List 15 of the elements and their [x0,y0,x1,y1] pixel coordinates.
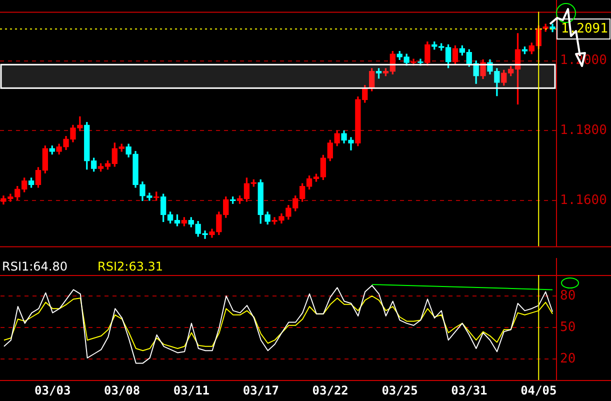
x-tick-label: 03/25 [382,383,418,398]
y-tick-label: 80 [560,288,576,304]
series-label: RSI1:64.80 [2,260,68,274]
x-tick-label: 03/03 [34,383,71,398]
y-tick-label: 1.1600 [560,193,607,208]
y-tick-label: 20 [560,351,576,366]
y-tick-label: 1.1800 [560,123,607,138]
x-tick-label: 03/08 [104,383,140,398]
x-tick-label: 03/22 [312,383,348,398]
y-tick-label: 50 [560,320,576,335]
x-tick-label: 04/05 [520,383,557,398]
text: RSI2:63.31 [98,260,164,274]
x-tick-label: 03/11 [173,383,210,398]
x-tick-label: 03/17 [242,383,279,398]
x-tick-label: 03/31 [451,383,488,398]
